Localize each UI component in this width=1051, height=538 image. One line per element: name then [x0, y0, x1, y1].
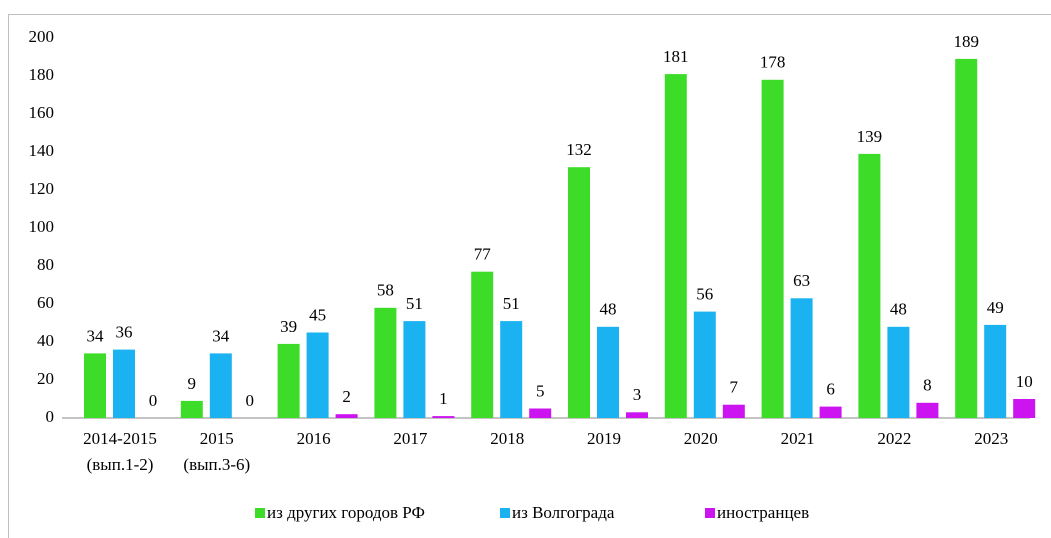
x-tick-label: 2020: [684, 429, 718, 448]
bar: [916, 402, 939, 418]
legend-label: из Волгограда: [512, 503, 615, 522]
value-label: 132: [566, 140, 592, 159]
y-tick-label: 100: [29, 217, 55, 236]
value-label: 77: [474, 245, 492, 264]
bar: [471, 271, 494, 418]
value-label: 48: [890, 300, 907, 319]
y-tick-label: 120: [29, 179, 55, 198]
x-tick-label: 2022: [877, 429, 911, 448]
value-label: 51: [503, 294, 520, 313]
value-label: 48: [600, 300, 617, 319]
value-label: 0: [246, 391, 255, 410]
value-label: 10: [1016, 372, 1033, 391]
bar: [819, 406, 842, 418]
x-tick-label: 2019: [587, 429, 621, 448]
value-label: 3: [633, 385, 642, 404]
legend-label: иностранцев: [717, 503, 809, 522]
bar: [209, 353, 232, 418]
bar: [887, 326, 910, 418]
value-label: 178: [760, 53, 786, 72]
bar: [858, 153, 881, 418]
bar: [693, 311, 716, 418]
value-label: 58: [377, 281, 394, 300]
x-tick-label: 2018: [490, 429, 524, 448]
bar: [432, 416, 455, 418]
value-label: 36: [116, 323, 133, 342]
bar: [306, 332, 329, 418]
bar: [113, 349, 135, 418]
bar: [529, 408, 552, 418]
value-label: 45: [309, 305, 326, 324]
bar: [568, 167, 590, 418]
value-label: 6: [826, 380, 835, 399]
value-label: 9: [188, 374, 197, 393]
y-tick-label: 40: [37, 331, 54, 350]
y-tick-label: 80: [37, 255, 54, 274]
y-tick-label: 180: [29, 65, 55, 84]
value-label: 2: [342, 387, 351, 406]
bar: [335, 414, 358, 418]
bar: [761, 79, 784, 419]
value-label: 51: [406, 294, 423, 313]
x-tick-label: 2014-2015: [83, 429, 157, 448]
value-label: 189: [953, 32, 979, 51]
bar: [790, 298, 813, 418]
legend-swatch: [500, 508, 510, 518]
y-tick-label: 140: [29, 141, 55, 160]
bar: [403, 321, 426, 418]
bar: [664, 74, 687, 418]
legend-swatch: [705, 508, 715, 518]
bar: [277, 343, 300, 418]
value-label: 7: [730, 378, 739, 397]
value-label: 0: [149, 391, 158, 410]
bar: [722, 404, 745, 418]
y-tick-label: 200: [29, 27, 55, 46]
value-label: 56: [696, 285, 713, 304]
value-label: 39: [280, 317, 297, 336]
legend-swatch: [255, 508, 265, 518]
value-label: 5: [536, 381, 545, 400]
x-tick-label: 2016: [297, 429, 331, 448]
bar: [626, 412, 648, 418]
value-label: 1: [439, 389, 448, 408]
x-tick-label: 2023: [974, 429, 1008, 448]
value-label: 34: [87, 326, 105, 345]
bar: [500, 321, 523, 418]
x-tick-label: (вып.3-6): [183, 455, 250, 474]
x-tick-label: (вып.1-2): [87, 455, 154, 474]
value-label: 49: [987, 298, 1004, 317]
value-label: 181: [663, 47, 689, 66]
x-tick-label: 2021: [781, 429, 815, 448]
x-tick-label: 2017: [393, 429, 428, 448]
value-label: 139: [857, 127, 883, 146]
bar: [984, 324, 1007, 418]
chart-frame: [8, 14, 1051, 538]
value-label: 63: [793, 271, 810, 290]
bar: [84, 353, 106, 418]
bar: [1013, 399, 1036, 418]
value-label: 8: [923, 376, 932, 395]
bar: [180, 400, 203, 418]
y-tick-label: 160: [29, 103, 55, 122]
bar: [597, 326, 619, 418]
bar: [374, 307, 397, 418]
x-tick-label: 2015: [200, 429, 234, 448]
y-tick-label: 0: [46, 407, 55, 426]
bar: [955, 58, 978, 419]
y-tick-label: 20: [37, 369, 54, 388]
legend-label: из других городов РФ: [267, 503, 425, 522]
y-tick-label: 60: [37, 293, 54, 312]
value-label: 34: [212, 326, 230, 345]
